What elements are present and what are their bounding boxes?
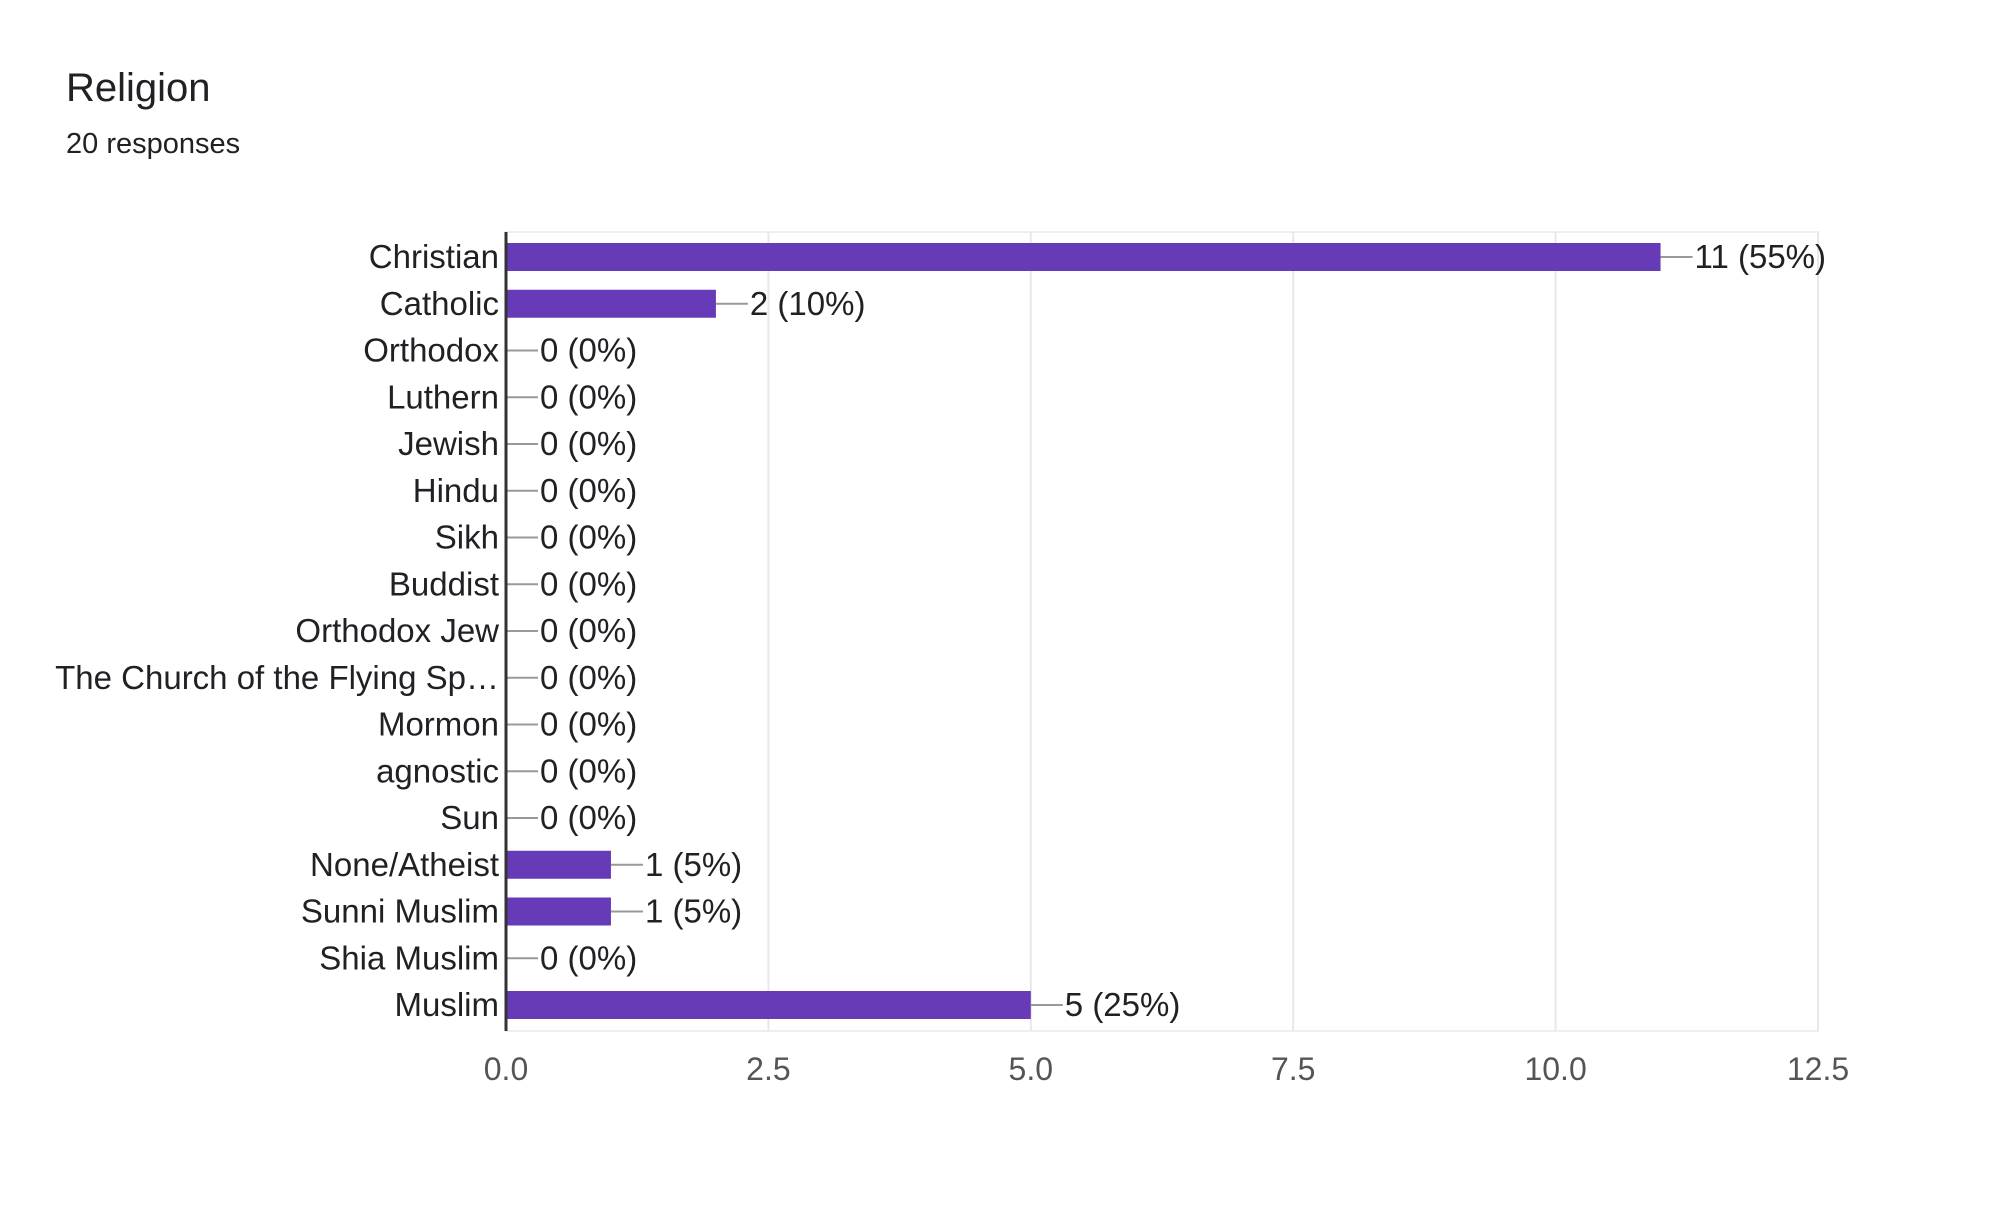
category-label: The Church of the Flying Sp… xyxy=(55,659,499,696)
data-label: 0 (0%) xyxy=(540,425,637,462)
category-label: Buddist xyxy=(389,565,499,602)
data-label: 0 (0%) xyxy=(540,799,637,836)
category-label: Orthodox xyxy=(363,332,499,369)
bar xyxy=(506,991,1031,1019)
data-label: 0 (0%) xyxy=(540,378,637,415)
chart-title: Religion xyxy=(66,66,211,110)
response-count: 20 responses xyxy=(66,128,241,160)
data-label: 11 (55%) xyxy=(1695,238,1826,275)
category-label: Mormon xyxy=(378,706,499,743)
x-tick-label: 5.0 xyxy=(1009,1051,1053,1087)
data-label: 0 (0%) xyxy=(540,752,637,789)
bar xyxy=(506,289,716,318)
x-tick-label: 12.5 xyxy=(1787,1051,1849,1087)
category-label: Shia Muslim xyxy=(319,939,499,976)
data-label: 2 (10%) xyxy=(750,285,866,322)
category-label: Orthodox Jew xyxy=(295,612,499,649)
category-label: agnostic xyxy=(376,752,499,789)
bar xyxy=(506,850,611,879)
category-label: Sun xyxy=(440,799,499,836)
category-label: Muslim xyxy=(395,986,500,1023)
category-label: Sikh xyxy=(435,519,499,556)
category-label: Christian xyxy=(369,238,499,275)
bar xyxy=(506,897,611,926)
x-tick-label: 10.0 xyxy=(1524,1051,1586,1087)
data-label: 0 (0%) xyxy=(540,939,637,976)
category-label: Luthern xyxy=(387,378,499,415)
data-label: 0 (0%) xyxy=(540,612,637,649)
data-label: 5 (25%) xyxy=(1065,986,1181,1023)
x-tick-label: 7.5 xyxy=(1271,1051,1315,1087)
data-label: 1 (5%) xyxy=(645,893,742,930)
x-tick-label: 0.0 xyxy=(484,1051,528,1087)
data-label: 0 (0%) xyxy=(540,472,637,509)
category-label: Catholic xyxy=(380,285,499,322)
data-label: 0 (0%) xyxy=(540,706,637,743)
data-label: 0 (0%) xyxy=(540,565,637,602)
data-label: 1 (5%) xyxy=(645,846,742,883)
data-label: 0 (0%) xyxy=(540,332,637,369)
category-label: None/Atheist xyxy=(310,846,499,883)
x-tick-label: 2.5 xyxy=(746,1051,790,1087)
data-label: 0 (0%) xyxy=(540,519,637,556)
category-label: Sunni Muslim xyxy=(301,893,499,930)
chart-header: Religion 20 responses xyxy=(66,64,240,161)
bar xyxy=(506,243,1661,271)
category-label: Jewish xyxy=(398,425,499,462)
data-label: 0 (0%) xyxy=(540,659,637,696)
category-label: Hindu xyxy=(413,472,499,509)
